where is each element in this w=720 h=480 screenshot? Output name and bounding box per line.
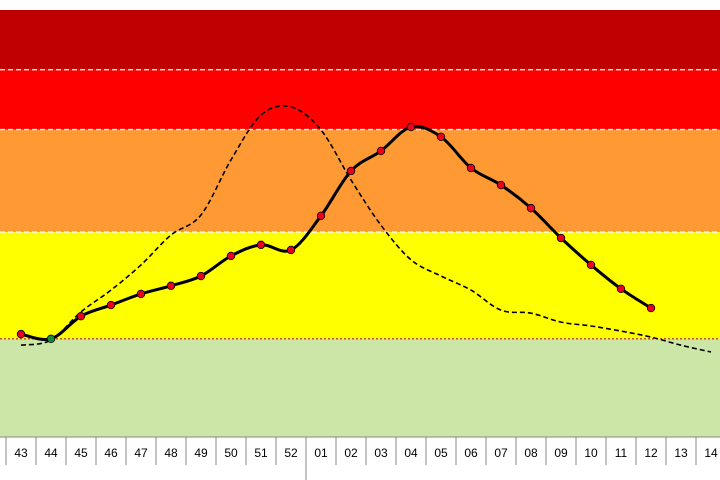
x-tick-label: 14: [704, 446, 718, 460]
x-tick-label: 51: [254, 446, 268, 460]
data-point: [406, 122, 416, 132]
data-point: [46, 334, 56, 343]
data-point: [466, 163, 476, 173]
intensity-band: [0, 10, 720, 70]
x-tick-label: 12: [644, 446, 658, 460]
x-tick-label: 07: [494, 446, 508, 460]
data-point: [226, 251, 236, 261]
series-line: [20, 124, 652, 341]
x-tick-label: 08: [524, 446, 538, 460]
data-point: [616, 284, 626, 294]
x-tick-label: 11: [615, 446, 628, 460]
x-tick-label: 02: [344, 446, 358, 460]
data-point: [136, 289, 146, 299]
x-tick-label: 06: [464, 446, 478, 460]
x-tick-label: 47: [134, 446, 148, 460]
data-point: [346, 166, 356, 176]
intensity-band: [0, 232, 720, 339]
data-point: [556, 233, 566, 243]
series-line: [20, 105, 712, 353]
x-tick-label: 48: [164, 446, 178, 460]
data-point: [526, 203, 536, 213]
data-point: [286, 245, 296, 255]
x-tick-label: 10: [584, 446, 598, 460]
data-point: [496, 180, 506, 190]
intensity-band: [0, 338, 720, 437]
x-tick-label: 43: [14, 446, 28, 460]
data-point: [106, 300, 116, 310]
x-tick-label: 50: [224, 446, 238, 460]
data-point: [376, 146, 386, 156]
data-point: [646, 303, 656, 313]
data-point: [16, 329, 26, 339]
x-tick-label: 03: [374, 446, 388, 460]
x-tick-label: 52: [284, 446, 298, 460]
data-point: [256, 240, 266, 250]
intensity-band: [0, 129, 720, 233]
x-tick-label: 13: [674, 446, 688, 460]
data-point: [316, 211, 326, 221]
x-tick-label: 01: [314, 446, 328, 460]
x-tick-label: 49: [194, 446, 208, 460]
x-tick-label: 46: [104, 446, 118, 460]
x-tick-label: 09: [554, 446, 568, 460]
data-point: [166, 281, 176, 291]
data-point: [586, 260, 596, 270]
x-tick-label: 45: [74, 446, 88, 460]
data-point: [76, 311, 86, 321]
x-tick-label: 04: [404, 446, 418, 460]
intensity-band: [0, 69, 720, 130]
x-tick-label: 05: [434, 446, 448, 460]
data-point: [436, 132, 446, 142]
x-tick-label: 44: [44, 446, 58, 460]
data-point: [196, 271, 206, 281]
